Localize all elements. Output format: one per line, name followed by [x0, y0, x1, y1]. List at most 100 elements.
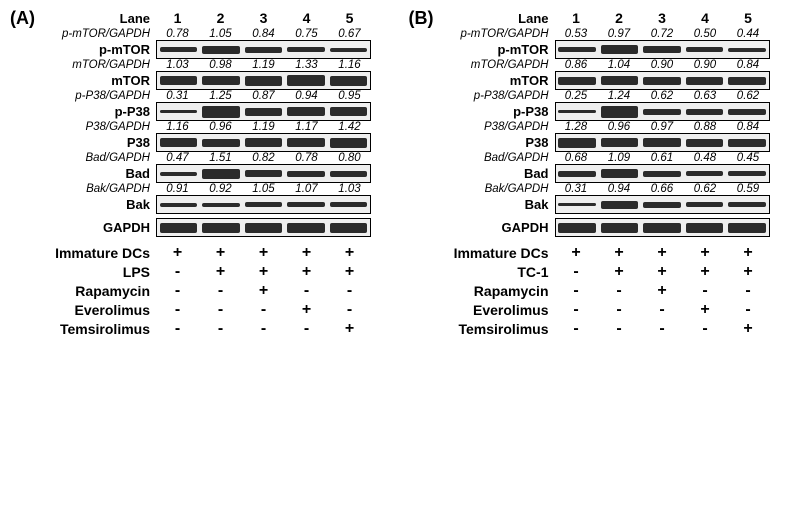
- band-icon: [728, 202, 765, 207]
- ratio-value: 0.47: [156, 152, 199, 164]
- band-slot: [556, 110, 599, 113]
- band-slot: [285, 47, 328, 52]
- band-icon: [330, 202, 367, 207]
- treatment-mark: +: [242, 282, 285, 300]
- band-icon: [245, 170, 282, 177]
- ratio-label: Bak/GAPDH: [46, 183, 156, 195]
- band-slot: [556, 171, 599, 177]
- band-icon: [287, 107, 324, 116]
- treatment-mark: -: [727, 282, 770, 300]
- band-slot: [285, 171, 328, 177]
- band-slot: [726, 171, 769, 176]
- ratio-values: 0.910.921.051.071.03: [156, 183, 371, 195]
- band-slot: [242, 202, 285, 207]
- treatment-mark: +: [199, 244, 242, 262]
- band-slot: [285, 75, 328, 86]
- band-icon: [601, 223, 638, 233]
- treatment-mark: -: [598, 301, 641, 319]
- band-icon: [160, 172, 197, 176]
- band-slot: [200, 169, 243, 179]
- band-slot: [157, 47, 200, 52]
- treatment-mark: -: [199, 301, 242, 319]
- band-slot: [598, 106, 641, 118]
- band-row: mTOR: [445, 71, 780, 90]
- band-icon: [287, 138, 324, 147]
- band-label: mTOR: [46, 73, 156, 88]
- panel-B-content: Lane12345p-mTOR/GAPDH0.530.970.720.500.4…: [445, 10, 780, 338]
- band-row: Bad: [445, 164, 780, 183]
- ratio-value: 0.44: [727, 28, 770, 40]
- band-box: [555, 102, 770, 121]
- spacer: [46, 237, 381, 243]
- band-slot: [327, 171, 370, 177]
- band-icon: [558, 138, 595, 148]
- ratio-value: 1.42: [328, 121, 371, 133]
- ratio-value: 1.03: [328, 183, 371, 195]
- ratio-value: 1.24: [598, 90, 641, 102]
- treatment-mark: -: [555, 282, 598, 300]
- ratio-row: Bad/GAPDH0.681.090.610.480.45: [445, 152, 780, 164]
- band-icon: [330, 223, 367, 233]
- ratio-label: p-mTOR/GAPDH: [46, 28, 156, 40]
- treatment-label: Everolimus: [46, 302, 156, 318]
- band-box: [555, 218, 770, 237]
- band-slot: [598, 45, 641, 54]
- band-icon: [686, 47, 723, 52]
- ratio-value: 0.92: [199, 183, 242, 195]
- band-icon: [643, 46, 680, 53]
- band-slot: [285, 107, 328, 116]
- treatment-row: Immature DCs+++++: [445, 244, 780, 262]
- ratio-value: 1.25: [199, 90, 242, 102]
- band-icon: [643, 77, 680, 85]
- ratio-value: 0.45: [727, 152, 770, 164]
- treatment-mark: -: [684, 282, 727, 300]
- lane-number: 2: [598, 10, 641, 26]
- ratio-value: 0.78: [156, 28, 199, 40]
- treatment-mark: -: [727, 301, 770, 319]
- band-slot: [242, 223, 285, 233]
- ratio-value: 0.86: [555, 59, 598, 71]
- band-slot: [242, 47, 285, 53]
- band-box: [555, 133, 770, 152]
- ratio-row: p-mTOR/GAPDH0.781.050.840.750.67: [46, 28, 381, 40]
- band-icon: [558, 77, 595, 85]
- band-icon: [728, 139, 765, 147]
- band-row: P38: [445, 133, 780, 152]
- lane-number: 3: [641, 10, 684, 26]
- ratio-value: 1.33: [285, 59, 328, 71]
- treatment-mark: +: [328, 320, 371, 338]
- treatment-marks: ---+-: [555, 301, 770, 319]
- treatment-label: Rapamycin: [445, 283, 555, 299]
- band-icon: [160, 138, 197, 147]
- treatment-row: Rapamycin--+--: [46, 282, 381, 300]
- ratio-value: 0.25: [555, 90, 598, 102]
- treatment-row: LPS-++++: [46, 263, 381, 281]
- band-slot: [200, 106, 243, 118]
- treatment-mark: +: [242, 263, 285, 281]
- ratio-label: mTOR/GAPDH: [46, 59, 156, 71]
- ratio-row: Bak/GAPDH0.310.940.660.620.59: [445, 183, 780, 195]
- band-label: Bak: [46, 197, 156, 212]
- ratio-value: 1.07: [285, 183, 328, 195]
- band-slot: [556, 138, 599, 148]
- treatment-label: Temsirolimus: [46, 321, 156, 337]
- ratio-label: Bad/GAPDH: [46, 152, 156, 164]
- ratio-row: P38/GAPDH1.280.960.970.880.84: [445, 121, 780, 133]
- ratio-label: p-mTOR/GAPDH: [445, 28, 555, 40]
- treatment-mark: -: [555, 301, 598, 319]
- band-icon: [330, 138, 367, 148]
- band-icon: [558, 110, 595, 113]
- band-icon: [202, 139, 239, 147]
- ratio-values: 0.681.090.610.480.45: [555, 152, 770, 164]
- treatment-mark: +: [328, 244, 371, 262]
- ratio-value: 1.17: [285, 121, 328, 133]
- gapdh-label: GAPDH: [445, 220, 555, 235]
- treatment-mark: -: [598, 320, 641, 338]
- band-box: [555, 71, 770, 90]
- treatment-mark: +: [684, 301, 727, 319]
- band-row: mTOR: [46, 71, 381, 90]
- treatment-marks: -++++: [555, 263, 770, 281]
- treatment-mark: -: [156, 282, 199, 300]
- ratio-value: 0.66: [641, 183, 684, 195]
- lane-number: 4: [684, 10, 727, 26]
